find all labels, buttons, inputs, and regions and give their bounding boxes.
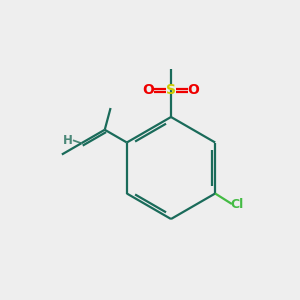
Text: S: S <box>166 83 176 97</box>
Text: O: O <box>142 83 154 97</box>
Text: O: O <box>188 83 200 97</box>
Text: H: H <box>63 134 73 147</box>
Text: Cl: Cl <box>230 197 244 211</box>
